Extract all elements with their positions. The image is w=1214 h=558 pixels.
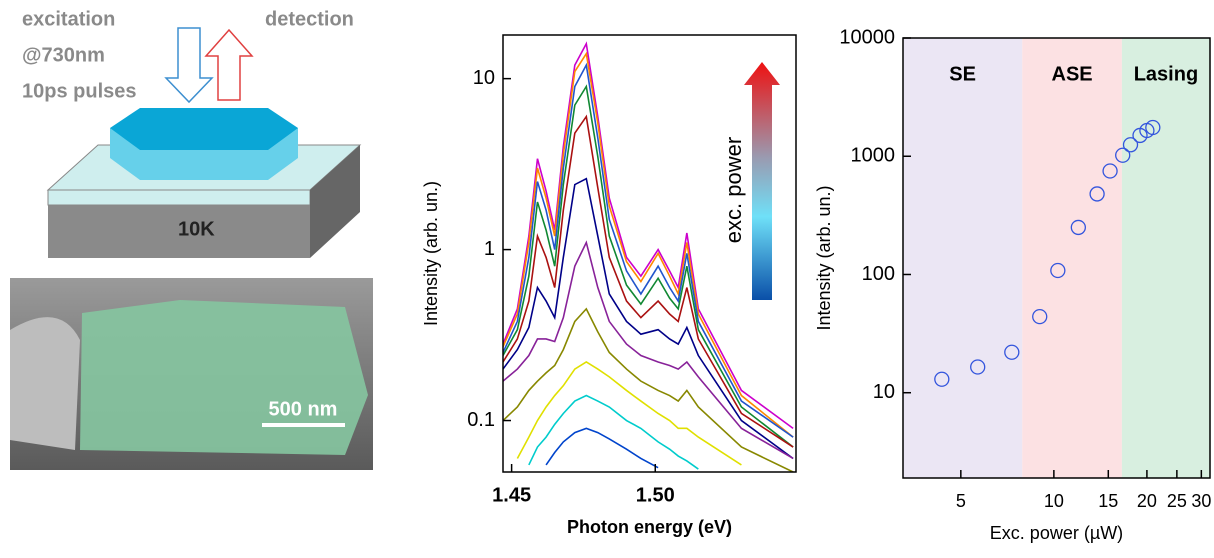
label: detection xyxy=(265,8,354,30)
spectrum-line xyxy=(503,41,794,430)
y-tick-label: 10 xyxy=(473,67,495,89)
label: excitation xyxy=(22,8,115,30)
diagram-labels: excitation @730nm 10ps pulses detection … xyxy=(22,8,354,420)
x-tick-label: 10 xyxy=(1044,491,1064,511)
spectrum-line xyxy=(503,84,794,448)
spectrum-line xyxy=(503,51,794,438)
x-tick-label: 25 xyxy=(1167,491,1187,511)
spectrum-line xyxy=(516,361,742,466)
data-point xyxy=(1089,186,1105,202)
region-label: ASE xyxy=(1052,63,1093,85)
region xyxy=(1121,38,1210,478)
data-point xyxy=(1070,219,1086,236)
spectrum-line xyxy=(503,114,794,448)
data-point xyxy=(934,371,950,387)
spectrum-line xyxy=(528,394,699,470)
spectrum-line xyxy=(545,427,659,469)
region-label: Lasing xyxy=(1134,63,1198,85)
y-tick-label: 10000 xyxy=(839,26,895,48)
series-group xyxy=(503,41,794,472)
y-axis-title: Intensity (arb. un.) xyxy=(814,185,834,330)
x-tick-label: 5 xyxy=(956,491,966,511)
spectrum-line xyxy=(503,62,794,438)
data-point xyxy=(1145,119,1161,136)
x-tick-label: 1.45 xyxy=(492,484,531,506)
x-tick-label: 20 xyxy=(1137,491,1157,511)
spectrum-line xyxy=(503,177,794,460)
plot-frame xyxy=(902,37,1211,479)
schematic xyxy=(10,27,373,470)
region-label: SE xyxy=(949,63,976,85)
data-point xyxy=(1122,137,1139,153)
data-point xyxy=(1032,308,1048,325)
y-axis-title: Intensity (arb. un.) xyxy=(421,181,441,326)
x-tick-label: 1.50 xyxy=(636,484,675,506)
data-point xyxy=(1115,147,1131,163)
data-point xyxy=(1004,344,1020,360)
data-point xyxy=(1050,262,1066,279)
y-tick-label: 1000 xyxy=(851,145,896,167)
color-bar-label: exc. power xyxy=(721,137,746,243)
data-point xyxy=(1102,163,1118,179)
region xyxy=(903,38,1023,478)
y-tick-label: 10 xyxy=(873,381,895,403)
label: 10ps pulses xyxy=(22,80,137,102)
y-tick-label: 100 xyxy=(862,263,895,285)
label: @730nm xyxy=(22,44,105,66)
label: 10K xyxy=(178,218,215,240)
x-tick-label: 30 xyxy=(1191,491,1211,511)
x-tick-label: 15 xyxy=(1098,491,1118,511)
region xyxy=(1022,38,1122,478)
x-axis-title: Photon energy (eV) xyxy=(567,517,732,537)
color-bar xyxy=(744,62,780,300)
plot-frame xyxy=(502,34,797,473)
y-tick-label: 0.1 xyxy=(467,409,495,431)
scale-bar-label: 500 nm xyxy=(269,398,338,420)
y-tick-label: 1 xyxy=(484,238,495,260)
spectrum-line xyxy=(503,240,794,460)
spectrum-line xyxy=(503,307,794,472)
x-axis-title: Exc. power (µW) xyxy=(990,523,1123,543)
data-point xyxy=(970,359,986,375)
